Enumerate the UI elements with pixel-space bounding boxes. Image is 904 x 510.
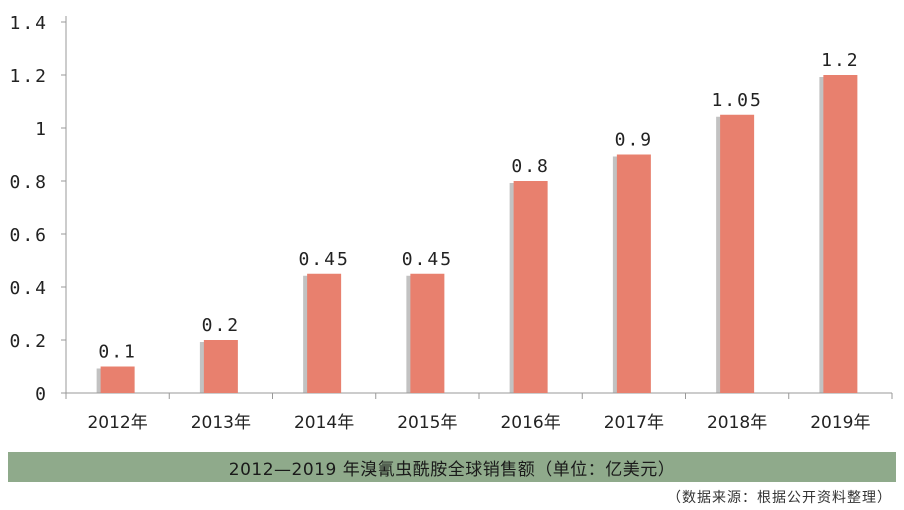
data-label: 0.9 <box>615 130 654 151</box>
bar <box>100 366 135 393</box>
chart-caption: 2012—2019 年溴氰虫酰胺全球销售额（单位：亿美元） <box>228 459 676 480</box>
x-tick-label: 2017年 <box>604 413 664 433</box>
bar <box>513 181 548 393</box>
data-label: 0.8 <box>511 156 550 177</box>
bar <box>410 273 445 393</box>
y-tick-label: 0.8 <box>9 172 48 193</box>
bar <box>720 114 755 393</box>
y-tick-label: 0.2 <box>9 331 48 352</box>
data-label: 0.45 <box>402 249 453 270</box>
y-tick-label: 1.4 <box>9 13 48 34</box>
data-label: 1.05 <box>711 90 762 111</box>
x-tick-label: 2018年 <box>707 413 767 433</box>
y-tick-label: 0.6 <box>9 225 48 246</box>
x-tick-label: 2012年 <box>87 413 147 433</box>
x-tick-label: 2016年 <box>500 413 560 433</box>
bar <box>823 75 858 393</box>
y-tick-label: 1.2 <box>9 66 48 87</box>
bar <box>203 340 238 393</box>
source-note: （数据来源：根据公开资料整理） <box>667 490 892 506</box>
bars <box>96 75 858 393</box>
y-tick-label: 0 <box>35 384 48 405</box>
bar <box>307 273 342 393</box>
bar-chart: 0 0.2 0.4 0.6 0.8 1 1.2 1.4 2012年 2013年 2014年 2015… <box>9 13 893 433</box>
y-tick-label: 1 <box>35 119 48 140</box>
y-axis: 0 0.2 0.4 0.6 0.8 1 1.2 1.4 <box>9 13 67 405</box>
x-tick-label: 2015年 <box>397 413 457 433</box>
x-axis: 2012年 2013年 2014年 2015年 2016年 2017年 2018年 2019年 <box>65 392 893 433</box>
bar <box>616 154 651 393</box>
x-tick-label: 2013年 <box>191 413 251 433</box>
y-tick-label: 0.4 <box>9 278 48 299</box>
x-tick-label: 2019年 <box>810 413 870 433</box>
data-label: 1.2 <box>821 50 860 71</box>
caption-bar: 2012—2019 年溴氰虫酰胺全球销售额（单位：亿美元） <box>8 452 896 482</box>
data-labels: 0.1 0.2 0.45 0.45 0.8 0.9 1.05 1.2 <box>98 50 860 363</box>
x-tick-label: 2014年 <box>294 413 354 433</box>
data-label: 0.1 <box>98 342 137 363</box>
data-label: 0.2 <box>202 315 241 336</box>
data-label: 0.45 <box>298 249 349 270</box>
